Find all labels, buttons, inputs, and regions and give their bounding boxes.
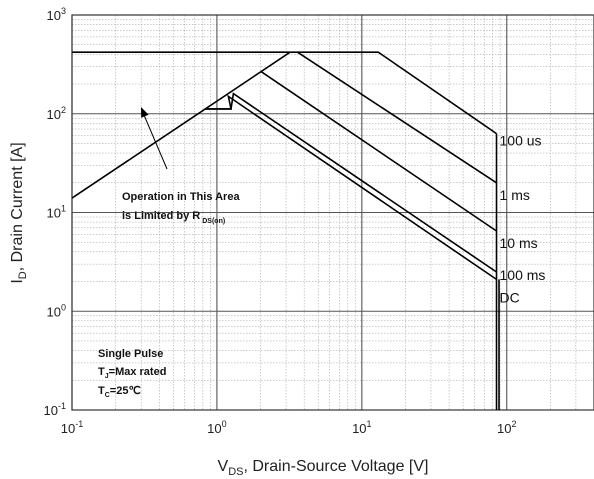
x-tick-label-base: 10: [61, 421, 75, 436]
soa-line-100-us: [290, 51, 497, 135]
soa-line-1-ms: [297, 51, 497, 184]
y-tick-label: 101: [47, 204, 66, 221]
x-tick-label: 100: [207, 419, 226, 436]
annotation-tj-main: T: [98, 366, 105, 378]
annotation-arrow: [141, 107, 168, 170]
soa-line-100-ms: [205, 92, 497, 273]
y-tick-label-exponent: 2: [61, 105, 66, 115]
y-tick-label-exponent: 3: [61, 6, 66, 16]
y-tick-label-exponent: 1: [61, 204, 66, 214]
series-label-10-ms: 10 ms: [500, 235, 538, 251]
annotation-single-pulse: Single Pulse: [98, 348, 163, 360]
y-axis-title-rest: , Drain Current [A]: [9, 142, 26, 271]
x-tick-label-base: 10: [207, 421, 221, 436]
x-tick-label-exponent: 0: [222, 419, 227, 429]
annotation-tc-sub: C: [105, 392, 110, 399]
y-tick-label: 10-1: [44, 401, 66, 418]
annotation-tj: TJ=Max rated: [98, 366, 166, 380]
series-label-100-ms: 100 ms: [500, 267, 546, 283]
x-axis-title-main: V: [218, 458, 229, 475]
y-axis-title-main: I: [9, 279, 26, 283]
series-label-100-us: 100 us: [500, 133, 542, 149]
series-label-1-ms: 1 ms: [500, 187, 530, 203]
annotation-tc-main: T: [98, 385, 105, 397]
x-tick-label: 10-1: [61, 419, 83, 436]
series-lines: [71, 51, 500, 410]
series-label-dc: DC: [500, 289, 520, 305]
y-tick-label-exponent: -1: [58, 401, 66, 411]
annotation-operation-r: is Limited by R: [122, 210, 200, 222]
annotation-operation-line2: is Limited by R DS(on): [122, 210, 225, 225]
annotation-tj-rest: =Max rated: [109, 366, 167, 378]
annotation-tj-sub: J: [105, 373, 109, 380]
x-tick-label: 101: [352, 419, 371, 436]
x-tick-label-base: 10: [497, 421, 511, 436]
annotation-tc: TC=25℃: [98, 385, 141, 399]
y-tick-label-base: 10: [44, 403, 58, 418]
x-axis-title-rest: , Drain-Source Voltage [V]: [243, 458, 428, 475]
soa-line-dc: [205, 94, 497, 281]
rds-on-limit-line: [71, 51, 291, 199]
annotation-tc-rest: =25℃: [110, 385, 141, 397]
x-tick-label-base: 10: [352, 421, 366, 436]
x-axis-title: VDS, Drain-Source Voltage [V]: [218, 458, 429, 478]
x-tick-label-exponent: 1: [367, 419, 372, 429]
x-axis-title-sub: DS: [228, 466, 243, 478]
y-tick-label-base: 10: [47, 206, 61, 221]
y-tick-label-base: 10: [47, 304, 61, 319]
y-axis-title-sub: D: [17, 271, 29, 279]
x-tick-label-exponent: 2: [511, 419, 516, 429]
series-labels: 100 us 1 ms 10 ms 100 ms DC: [500, 133, 546, 306]
annotation-arrow-head: [141, 107, 149, 118]
y-tick-label: 100: [47, 302, 66, 319]
y-axis-title: ID, Drain Current [A]: [9, 142, 29, 283]
x-tick-label: 102: [497, 419, 516, 436]
annotation-operation-line1: Operation in This Area: [122, 191, 240, 203]
y-tick-label-base: 10: [47, 107, 61, 122]
y-tick-label: 102: [47, 105, 66, 122]
plot-frame: [71, 14, 594, 411]
y-tick-label-exponent: 0: [61, 302, 66, 312]
y-tick-label: 103: [47, 6, 66, 23]
annotation-operation-sub: DS(on): [202, 218, 225, 225]
annotation-arrow-shaft: [143, 114, 168, 170]
soa-line-10-ms: [260, 70, 497, 232]
x-tick-labels: 10-1 100 101 102: [61, 419, 517, 436]
y-tick-label-base: 10: [47, 8, 61, 23]
x-tick-label-exponent: -1: [75, 419, 83, 429]
